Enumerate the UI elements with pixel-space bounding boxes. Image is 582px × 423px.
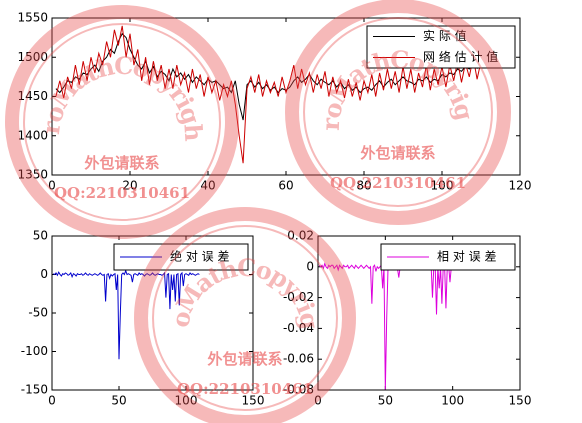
watermark-ring [152,225,338,411]
x-tick-label: 0 [48,179,56,193]
y-tick-label: -0.02 [283,290,314,304]
y-tick-label: -0.06 [283,352,314,366]
x-tick-label: 120 [509,179,532,193]
x-tick-label: 100 [431,179,454,193]
legend: 绝 对 误 差 [113,243,249,271]
x-tick-label: 150 [242,394,265,408]
subplot: -0.08 -0.06 -0.04 -0.02 0 0.02 0 50 100 150 相 对 误 … [283,229,532,408]
watermark-qq: QQ:2210310461 [54,184,190,202]
y-tick-label: 1400 [17,128,48,142]
watermark-ring [134,207,356,423]
legend: 相 对 误 差 [380,243,516,271]
watermark-contact: 外包请联系 [206,350,282,368]
y-tick-label: -0.04 [283,321,314,335]
legend-label: 网 络 估 计 值 [423,49,498,64]
y-tick-label: 0.02 [287,229,314,243]
y-tick-label: 0 [306,259,314,273]
data-line [55,25,482,164]
data-line [53,269,200,360]
x-tick-label: 50 [378,394,393,408]
legend: 实 际 值网 络 估 计 值 [366,25,516,69]
y-tick-label: 1500 [17,50,48,64]
watermark-qq: QQ:2210310461 [330,174,466,192]
x-tick-label: 150 [509,394,532,408]
x-tick-label: 100 [441,394,464,408]
legend-box [366,25,516,69]
x-tick-label: 40 [200,179,215,193]
x-tick-label: 60 [278,179,293,193]
subplot: -150 -100 -50 0 50 0 50 100 150 绝 对 误 差 [21,229,265,408]
watermark-contact: 外包请联系 [359,144,435,162]
y-tick-label: 0 [40,267,48,281]
y-tick-label: 1450 [17,89,48,103]
watermark-ring [285,0,511,225]
y-tick-label: 1550 [17,11,48,25]
y-tick-label: -0.08 [283,383,314,397]
y-tick-label: -100 [21,344,48,358]
y-tick-label: 1350 [17,168,48,182]
legend-label: 实 际 值 [423,28,467,43]
watermark-ring [23,23,221,221]
watermark-contact: 外包请联系 [83,154,159,172]
watermark-ring [5,5,239,239]
x-tick-label: 0 [314,394,322,408]
x-tick-label: 20 [122,179,137,193]
y-tick-label: -150 [21,383,48,397]
watermark-qq: QQ:2210310461 [177,380,313,398]
x-tick-label: 0 [48,394,56,408]
x-tick-label: 50 [111,394,126,408]
y-tick-label: 50 [33,229,48,243]
subplot: 1350 1400 1450 1500 1550 0 20 40 60 80 100 120 实 际 值… [17,11,531,193]
x-tick-label: 100 [175,394,198,408]
axes-box [51,235,254,391]
x-tick-label: 80 [356,179,371,193]
legend-label: 相 对 误 差 [437,250,496,264]
legend-label: 绝 对 误 差 [170,249,229,264]
watermark-ring [303,17,493,207]
y-tick-label: -50 [28,306,48,320]
axes-box [317,235,521,391]
axes-box [51,17,521,176]
